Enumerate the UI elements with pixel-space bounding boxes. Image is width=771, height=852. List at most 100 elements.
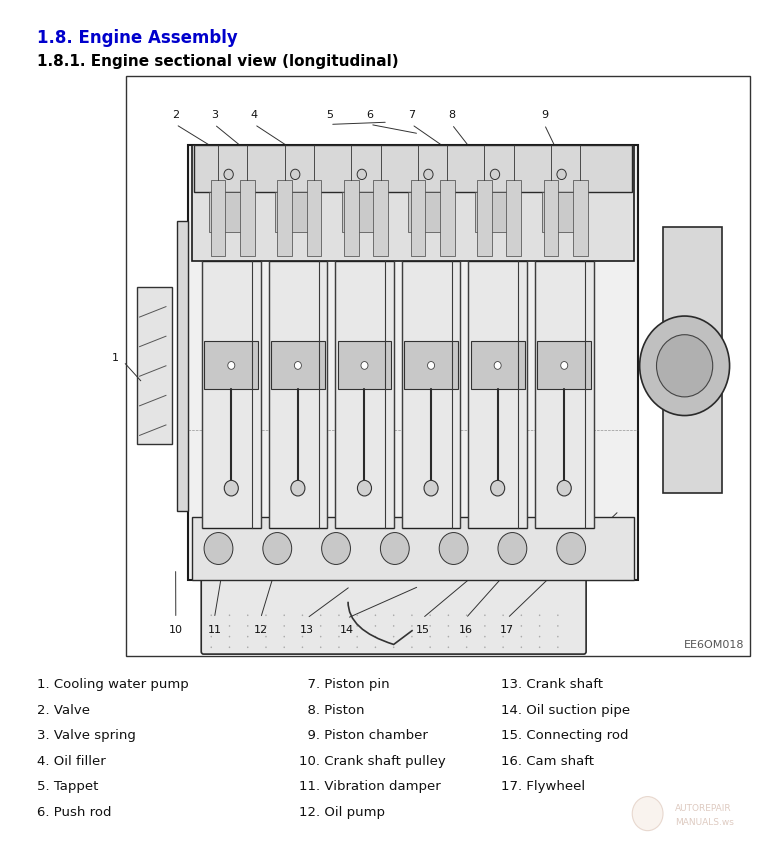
Text: 13: 13 — [300, 624, 314, 634]
Circle shape — [484, 614, 486, 616]
Circle shape — [520, 647, 522, 648]
Bar — [202, 262, 261, 528]
Circle shape — [428, 362, 435, 370]
Circle shape — [229, 614, 231, 616]
Circle shape — [224, 170, 234, 181]
Circle shape — [320, 625, 322, 627]
Circle shape — [380, 533, 409, 565]
Circle shape — [210, 647, 212, 648]
Text: 6. Push rod: 6. Push rod — [37, 805, 112, 818]
Bar — [411, 181, 426, 256]
Bar — [194, 147, 631, 193]
Circle shape — [247, 625, 248, 627]
Circle shape — [356, 614, 358, 616]
Bar — [268, 262, 327, 528]
Circle shape — [520, 636, 522, 637]
Circle shape — [557, 170, 566, 181]
Circle shape — [466, 614, 467, 616]
Bar — [537, 342, 591, 390]
Text: 14: 14 — [340, 624, 354, 634]
Circle shape — [520, 625, 522, 627]
Circle shape — [284, 647, 285, 648]
Circle shape — [466, 625, 467, 627]
Circle shape — [284, 625, 285, 627]
Text: 3. Valve spring: 3. Valve spring — [37, 728, 136, 741]
Circle shape — [503, 614, 504, 616]
Circle shape — [375, 647, 376, 648]
Bar — [402, 262, 460, 528]
Bar — [209, 193, 248, 233]
Text: AUTOREPAIR: AUTOREPAIR — [675, 803, 731, 812]
Circle shape — [632, 797, 663, 831]
Circle shape — [393, 614, 395, 616]
Circle shape — [490, 481, 505, 497]
Circle shape — [448, 614, 449, 616]
Bar — [188, 147, 638, 581]
Circle shape — [361, 362, 368, 370]
Text: 9. Piston chamber: 9. Piston chamber — [299, 728, 428, 741]
Bar — [137, 288, 173, 445]
Circle shape — [301, 625, 303, 627]
Circle shape — [490, 170, 500, 181]
Circle shape — [429, 614, 431, 616]
Bar — [663, 227, 722, 494]
Bar — [192, 147, 634, 262]
Bar — [544, 181, 558, 256]
Bar — [271, 342, 325, 390]
Circle shape — [466, 636, 467, 637]
Bar — [535, 262, 594, 528]
Circle shape — [265, 614, 267, 616]
Circle shape — [484, 647, 486, 648]
Circle shape — [357, 170, 366, 181]
Circle shape — [265, 647, 267, 648]
Bar — [342, 193, 382, 233]
Bar — [409, 193, 449, 233]
Circle shape — [284, 636, 285, 637]
Circle shape — [291, 170, 300, 181]
Bar — [338, 342, 392, 390]
Bar — [404, 342, 458, 390]
Bar — [475, 193, 515, 233]
Circle shape — [429, 636, 431, 637]
Circle shape — [539, 614, 540, 616]
Text: 17. Flywheel: 17. Flywheel — [501, 780, 585, 792]
Text: 7: 7 — [408, 110, 416, 120]
Circle shape — [557, 533, 586, 565]
Text: 5: 5 — [326, 110, 334, 120]
Circle shape — [338, 614, 340, 616]
Circle shape — [484, 625, 486, 627]
Bar — [307, 181, 322, 256]
Circle shape — [229, 636, 231, 637]
Text: 16: 16 — [459, 624, 473, 634]
Text: EE6OM018: EE6OM018 — [684, 639, 744, 649]
Circle shape — [375, 625, 376, 627]
Text: 1.8. Engine Assembly: 1.8. Engine Assembly — [37, 29, 237, 47]
Circle shape — [210, 614, 212, 616]
Circle shape — [247, 614, 248, 616]
Circle shape — [393, 636, 395, 637]
Bar — [373, 181, 388, 256]
Circle shape — [539, 647, 540, 648]
Circle shape — [539, 625, 540, 627]
Circle shape — [224, 481, 238, 497]
Text: 2: 2 — [172, 110, 180, 120]
Circle shape — [375, 614, 376, 616]
Text: 6: 6 — [366, 110, 374, 120]
Circle shape — [439, 533, 468, 565]
Circle shape — [393, 625, 395, 627]
Text: MANUALS.ws: MANUALS.ws — [675, 817, 733, 826]
Circle shape — [557, 481, 571, 497]
Circle shape — [498, 533, 527, 565]
Circle shape — [210, 636, 212, 637]
Circle shape — [229, 625, 231, 627]
Bar — [192, 517, 634, 581]
Bar — [507, 181, 521, 256]
Circle shape — [484, 636, 486, 637]
Circle shape — [320, 614, 322, 616]
Circle shape — [520, 614, 522, 616]
Circle shape — [338, 636, 340, 637]
Bar — [240, 181, 254, 256]
Circle shape — [265, 625, 267, 627]
Bar — [541, 193, 581, 233]
Bar — [440, 181, 455, 256]
